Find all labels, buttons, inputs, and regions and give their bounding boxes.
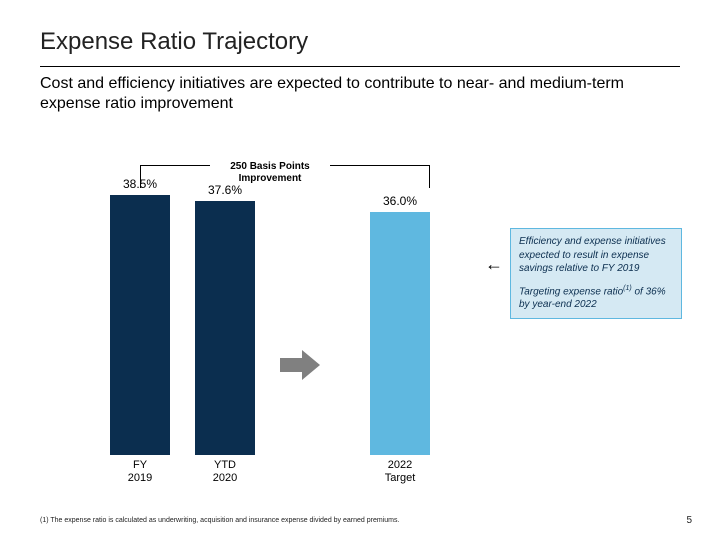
page-number: 5 (686, 515, 692, 526)
arrow-icon (280, 350, 320, 380)
expense-ratio-chart: 250 Basis Points Improvement 38.5%FY2019… (100, 185, 470, 485)
subtitle: Cost and efficiency initiatives are expe… (40, 74, 680, 114)
bar-1: 37.6% (195, 201, 255, 455)
footnote: (1) The expense ratio is calculated as u… (40, 517, 399, 524)
callout-p2: Targeting expense ratio(1) of 36% by yea… (519, 284, 673, 312)
title-rule (40, 66, 680, 67)
callout-box: Efficiency and expense initiatives expec… (510, 228, 682, 319)
bar-value-label: 36.0% (370, 194, 430, 208)
pointer-arrow-icon: ← (485, 255, 503, 273)
slide: Expense Ratio Trajectory Cost and effici… (0, 0, 720, 540)
bar-0: 38.5% (110, 195, 170, 455)
bar-2: 36.0% (370, 212, 430, 455)
callout-p1: Efficiency and expense initiatives expec… (519, 235, 673, 276)
bar-value-label: 37.6% (195, 183, 255, 197)
bar-axis-label: 2022Target (360, 459, 440, 485)
bracket-label-l1: 250 Basis Points (230, 161, 309, 172)
bar-axis-label: FY2019 (100, 459, 180, 485)
page-title: Expense Ratio Trajectory (40, 28, 308, 56)
bar-axis-label: YTD2020 (185, 459, 265, 485)
bar-value-label: 38.5% (110, 177, 170, 191)
